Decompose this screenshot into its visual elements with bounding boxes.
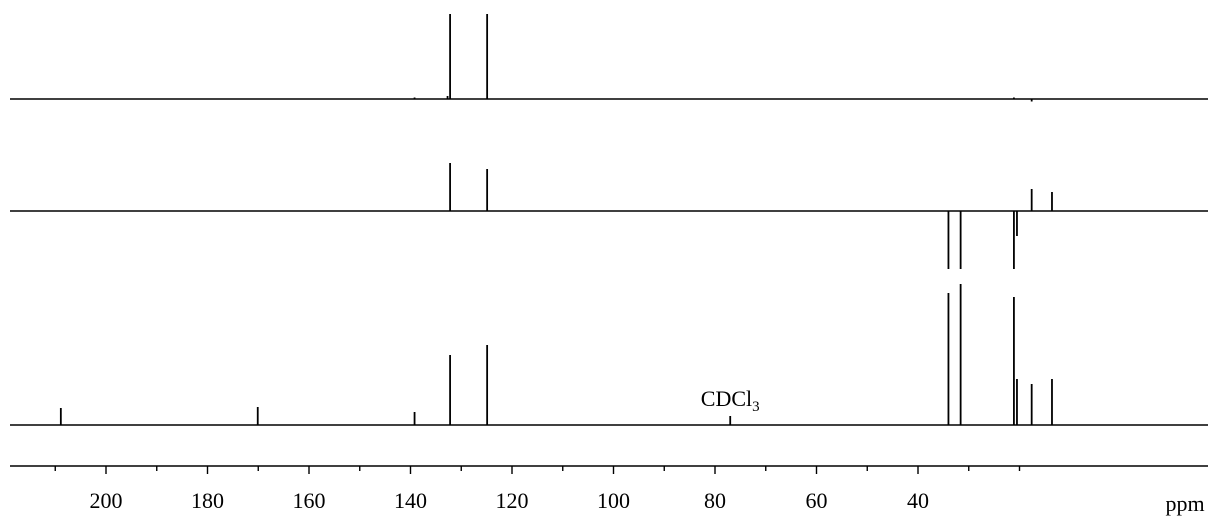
solvent-peak-label: CDCl3	[701, 386, 760, 415]
x-tick-label: 160	[293, 488, 326, 513]
spectrum-trace-3	[10, 284, 1208, 426]
x-tick-label: 120	[496, 488, 529, 513]
x-tick-label: 140	[394, 488, 427, 513]
x-tick-label: 80	[704, 488, 726, 513]
x-axis-label: ppm	[1165, 491, 1204, 516]
x-tick-label: 60	[806, 488, 828, 513]
spectrum-trace-1	[10, 14, 1208, 102]
spectrum-trace-2	[10, 163, 1208, 269]
x-tick-label: 180	[191, 488, 224, 513]
spectrum-annotations: CDCl3	[701, 386, 760, 415]
x-tick-label: 40	[907, 488, 929, 513]
x-tick-label: 100	[597, 488, 630, 513]
spectra-traces	[10, 14, 1208, 426]
x-axis: 200 180 160 140 120 100 80 60 40 ppm	[10, 465, 1208, 516]
x-tick-label: 200	[90, 488, 123, 513]
